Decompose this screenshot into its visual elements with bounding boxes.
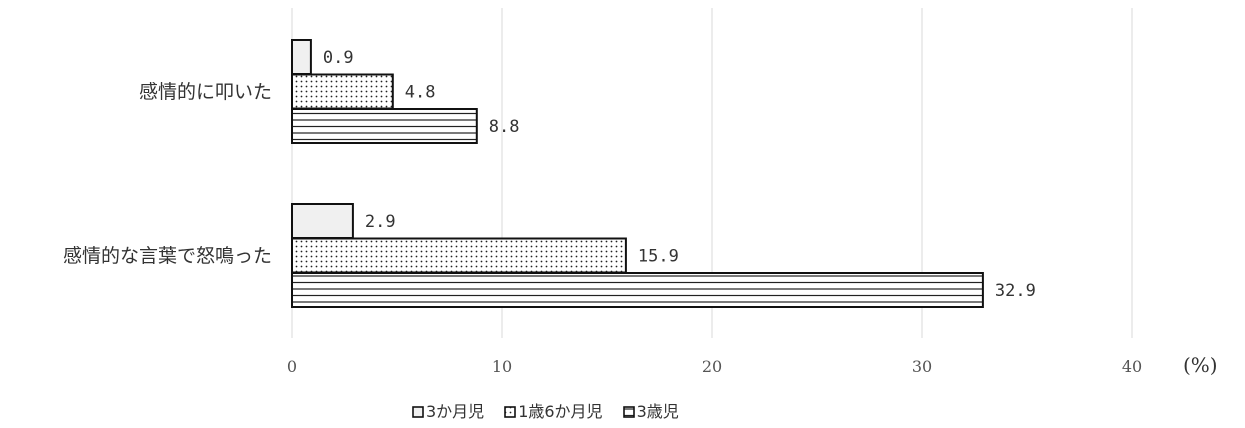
bar [291, 272, 984, 308]
legend-swatch [412, 406, 424, 418]
labels: 0 10 20 30 40 (%) 感情的に叩いた 0.9 4.8 8.8 感情的な言葉で怒鳴った 2… [63, 48, 1218, 377]
bar [291, 73, 394, 110]
x-tick-label: 30 [912, 357, 932, 376]
legend-swatch [504, 406, 516, 418]
category-label: 感情的な言葉で怒鳴った [63, 245, 272, 267]
legend-swatch [622, 406, 635, 418]
x-unit-label: (%) [1183, 353, 1218, 377]
bar [291, 39, 312, 75]
bar [291, 237, 627, 274]
x-tick-label: 0 [287, 357, 297, 376]
legend-item: 3歳児 [622, 398, 679, 422]
data-label: 2.9 [365, 212, 396, 232]
data-label: 15.9 [638, 247, 679, 267]
data-label: 8.8 [489, 117, 520, 137]
legend-item: 3か月児 [412, 398, 484, 422]
bar [291, 108, 478, 144]
x-tick-label: 20 [702, 357, 722, 376]
data-label: 4.8 [405, 83, 436, 103]
legend-item: 1歳6か月児 [504, 398, 603, 422]
legend-label: 3か月児 [426, 402, 485, 421]
x-tick-label: 10 [492, 357, 512, 376]
data-label: 32.9 [995, 281, 1036, 301]
bars [291, 39, 984, 308]
bar [291, 203, 354, 239]
data-label: 0.9 [323, 48, 354, 68]
legend-label: 1歳6か月児 [518, 402, 603, 421]
category-label: 感情的に叩いた [139, 81, 272, 103]
legend-label: 3歳児 [636, 402, 679, 421]
x-tick-label: 40 [1122, 357, 1142, 376]
